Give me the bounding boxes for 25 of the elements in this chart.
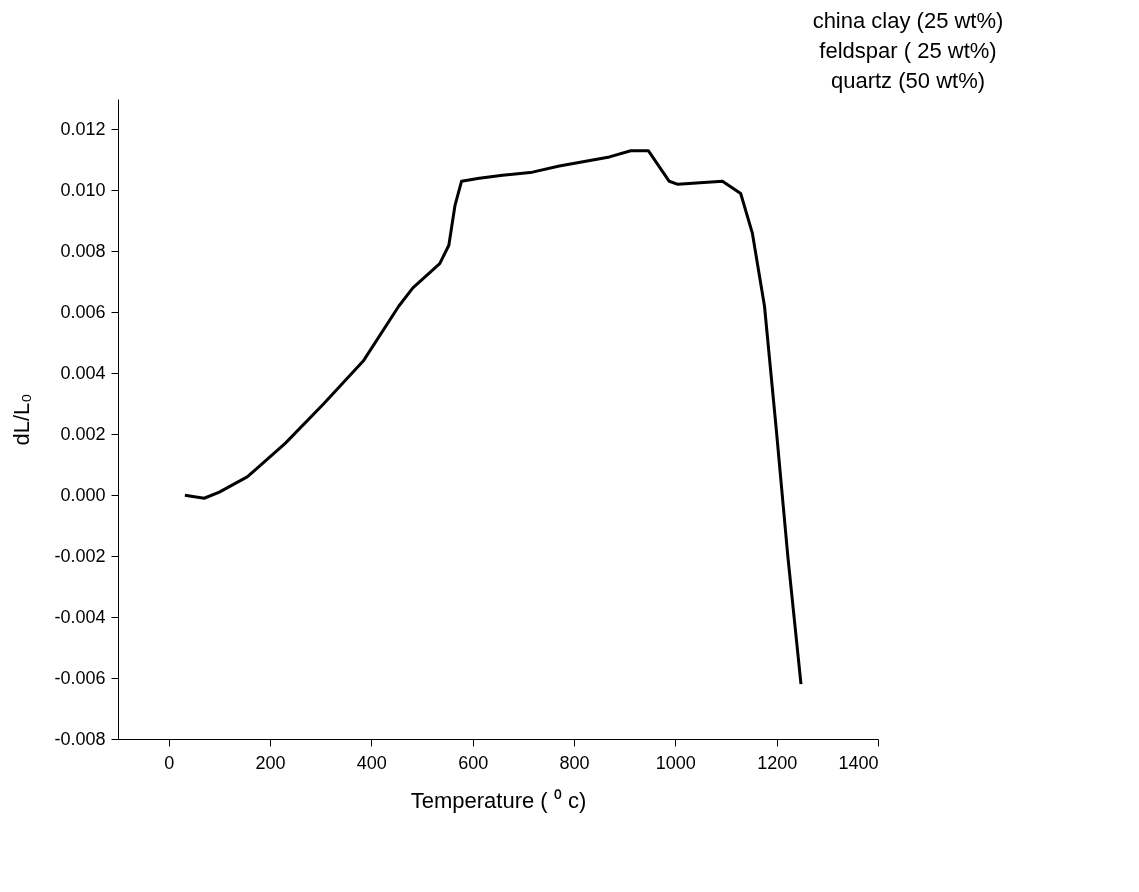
y-tick-label: -0.006: [54, 667, 106, 688]
x-tick-label: 600: [458, 752, 489, 773]
y-tick-label: 0.002: [60, 423, 106, 444]
text: feldspar ( 25 wt%): [819, 38, 997, 63]
x-tick-label: 400: [356, 752, 387, 773]
y-tick-label: -0.004: [54, 606, 106, 627]
x-tick-label: 1200: [757, 752, 798, 773]
x-tick-label: 0: [164, 752, 175, 773]
y-tick-label: 0.010: [60, 179, 106, 200]
y-tick-label: 0.008: [60, 240, 106, 261]
line-series: [183, 149, 803, 686]
y-tick-label: 0.006: [60, 301, 106, 322]
x-axis-title: Temperature ( ⁰ c): [410, 787, 587, 813]
text: china clay (25 wt%): [812, 8, 1004, 33]
y-tick-label: 0.012: [60, 118, 106, 139]
y-axis-title: dL/L₀: [9, 393, 35, 446]
y-tick-label: 0.004: [60, 362, 106, 383]
y-tick-label: -0.008: [54, 728, 106, 749]
x-tick-label: 1000: [655, 752, 696, 773]
x-tick-label: 800: [559, 752, 590, 773]
x-tick-label: 1400: [838, 752, 879, 773]
y-tick-label: -0.002: [54, 545, 106, 566]
y-tick-label: 0.000: [60, 484, 106, 505]
x-tick-label: 200: [255, 752, 286, 773]
text: quartz (50 wt%): [830, 68, 986, 93]
